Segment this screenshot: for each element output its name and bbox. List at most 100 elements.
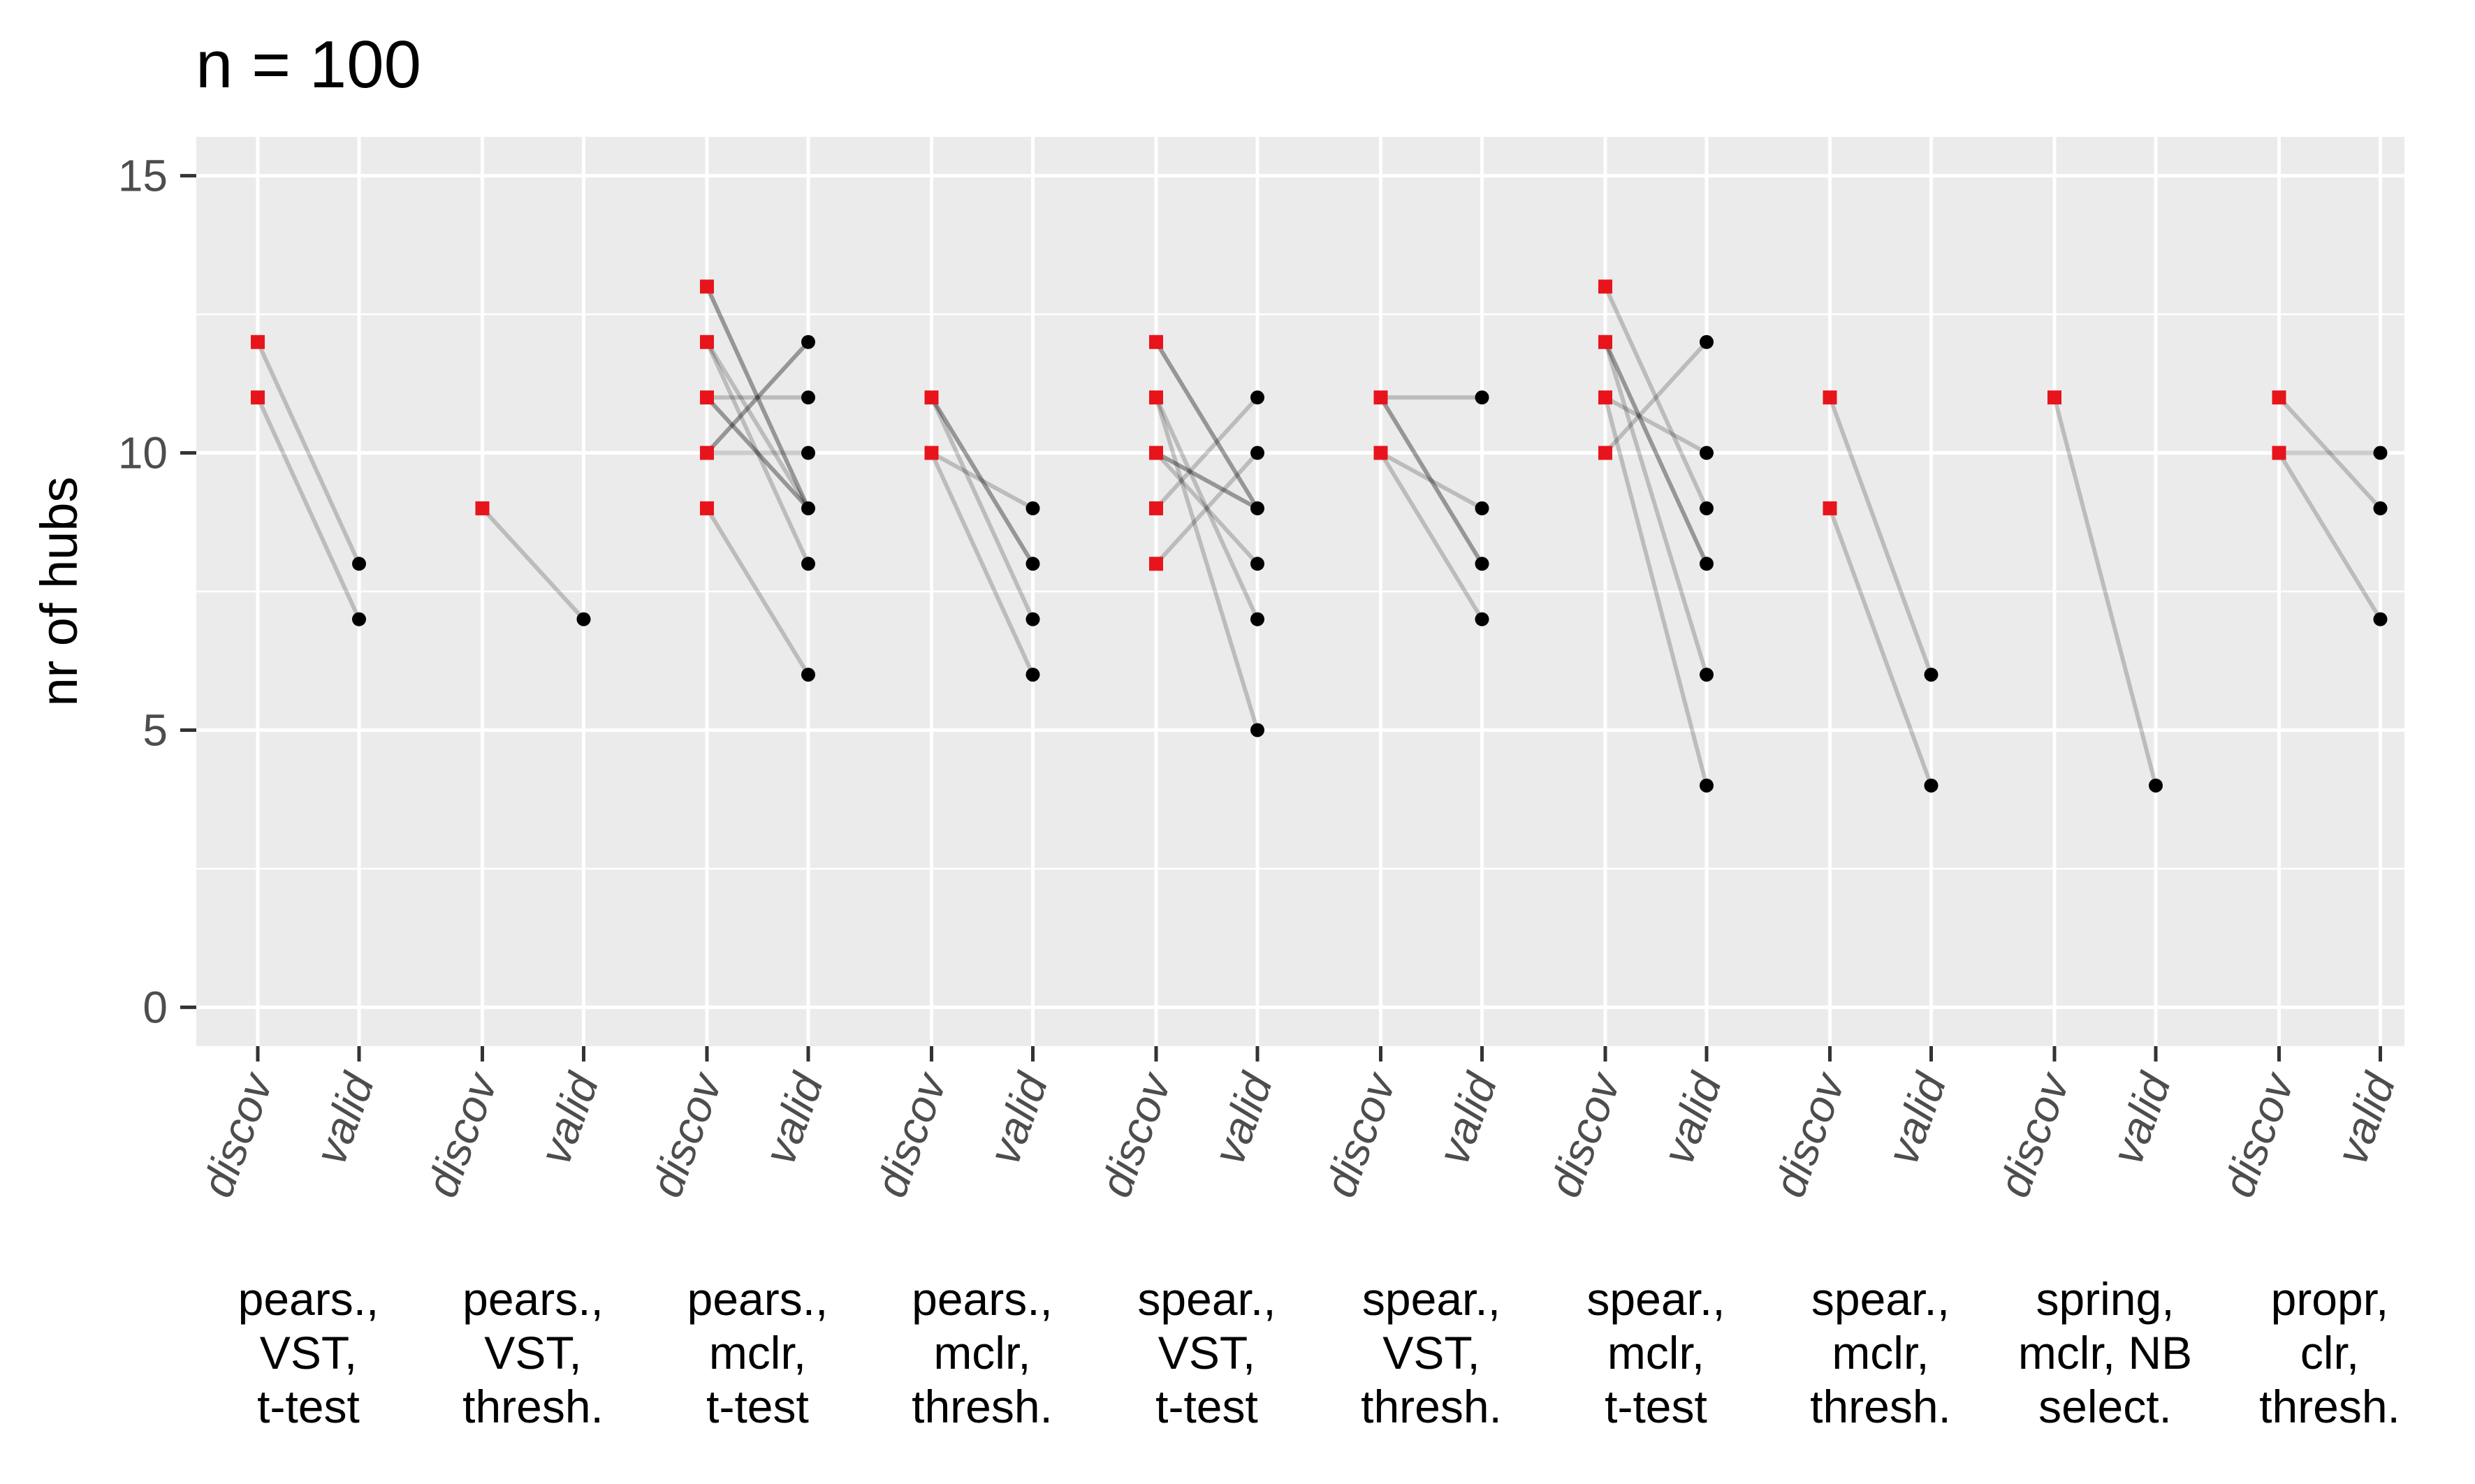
group-label: select. [2038, 1381, 2172, 1432]
connector-line [705, 396, 810, 510]
y-axis-label: nr of hubs [30, 476, 88, 706]
valid-point [1700, 446, 1714, 460]
valid-point [1025, 612, 1040, 626]
connector-line [2277, 396, 2382, 510]
discov-point [1598, 446, 1612, 460]
x-tick-label: discov [1539, 1064, 1630, 1203]
valid-point [801, 557, 815, 571]
valid-point [1700, 668, 1714, 682]
discov-point [924, 446, 939, 460]
connector-line [705, 340, 810, 455]
discov-point [2272, 446, 2286, 460]
connector-line [1155, 450, 1259, 510]
connector-line [705, 507, 810, 676]
valid-point [801, 501, 815, 515]
group-label: t-test [257, 1381, 360, 1432]
x-axis: discov valid discov valid discov valid discov v… [191, 1046, 2405, 1203]
connector-line [1154, 451, 1260, 566]
connector-line [705, 396, 810, 510]
valid-point [1025, 501, 1040, 515]
discov-point [1373, 390, 1388, 405]
x-tick-label: valid [1652, 1066, 1731, 1171]
x-tick-label: valid [979, 1066, 1058, 1171]
connector-line [1603, 341, 1709, 565]
group-label: t-test [1155, 1381, 1258, 1432]
connector-line [1380, 450, 1483, 510]
valid-point [2373, 446, 2388, 460]
group-label: mclr, NB [2018, 1327, 2192, 1379]
valid-point [801, 335, 815, 349]
discov-point [2272, 390, 2286, 405]
y-tick-label: 0 [143, 982, 168, 1032]
group-label: pears., [462, 1273, 604, 1325]
group-label: mclr, [1832, 1327, 1929, 1379]
chart-title: n = 100 [196, 27, 421, 102]
valid-point [1025, 668, 1040, 682]
group-label: spring, [2036, 1273, 2174, 1325]
group-label: spear., [1811, 1273, 1950, 1325]
connector-line [1154, 396, 1260, 510]
group-label: pears., [687, 1273, 828, 1325]
discov-point [700, 501, 714, 515]
valid-point [2373, 612, 2388, 626]
valid-point [801, 668, 815, 682]
data-points [251, 279, 2388, 793]
valid-point [1250, 446, 1264, 460]
connector-line [1827, 397, 1934, 676]
discov-point [1149, 501, 1163, 515]
discov-point [1149, 446, 1163, 460]
valid-point [1475, 557, 1489, 571]
connector-line [1603, 286, 1709, 510]
discov-point [700, 446, 714, 460]
connector-line [929, 396, 1035, 565]
connector-line [1603, 397, 1709, 786]
group-label: VST, [260, 1327, 357, 1379]
group-label: spear., [1137, 1273, 1276, 1325]
valid-point [1025, 557, 1040, 571]
connector-line [1604, 395, 1708, 455]
connector-line [1378, 396, 1484, 565]
y-tick-label: 15 [118, 151, 168, 201]
connector-line [256, 341, 361, 565]
discov-point [1149, 557, 1163, 571]
group-label: t-test [1605, 1381, 1707, 1432]
valid-point [1250, 612, 1264, 626]
valid-point [2149, 778, 2163, 793]
connector-line [929, 396, 1035, 620]
valid-point [1924, 778, 1939, 793]
group-label: mclr, [1607, 1327, 1704, 1379]
group-label: thresh. [462, 1381, 604, 1432]
group-label: propr, [2271, 1273, 2389, 1325]
x-tick-label: valid [305, 1066, 384, 1171]
x-tick-label: discov [2213, 1064, 2305, 1203]
valid-point [1700, 778, 1714, 793]
x-tick-label: valid [1428, 1066, 1507, 1171]
discov-point [924, 390, 939, 405]
connector-line [1603, 340, 1709, 455]
connector-line [705, 340, 810, 455]
connector-line [481, 506, 585, 621]
valid-point [1924, 668, 1939, 682]
connector-line [705, 341, 810, 510]
connector-line [1155, 450, 1259, 510]
discov-point [700, 390, 714, 405]
valid-point [1700, 557, 1714, 571]
discov-point [1598, 279, 1612, 294]
group-label: spear., [1586, 1273, 1725, 1325]
connector-line [1827, 507, 1934, 786]
connector-line [705, 286, 810, 510]
group-label: thresh. [2259, 1381, 2400, 1432]
connector-line [929, 396, 1035, 565]
valid-point [1250, 501, 1264, 515]
group-label: thresh. [1361, 1381, 1502, 1432]
discov-point [1149, 335, 1163, 349]
group-label: t-test [706, 1381, 809, 1432]
valid-point [576, 612, 591, 626]
discov-point [1598, 335, 1612, 349]
x-tick-label: valid [1203, 1066, 1282, 1171]
connector-lines [256, 286, 2383, 786]
valid-point [1475, 612, 1489, 626]
valid-point [1250, 723, 1264, 737]
connector-line [1154, 397, 1260, 731]
